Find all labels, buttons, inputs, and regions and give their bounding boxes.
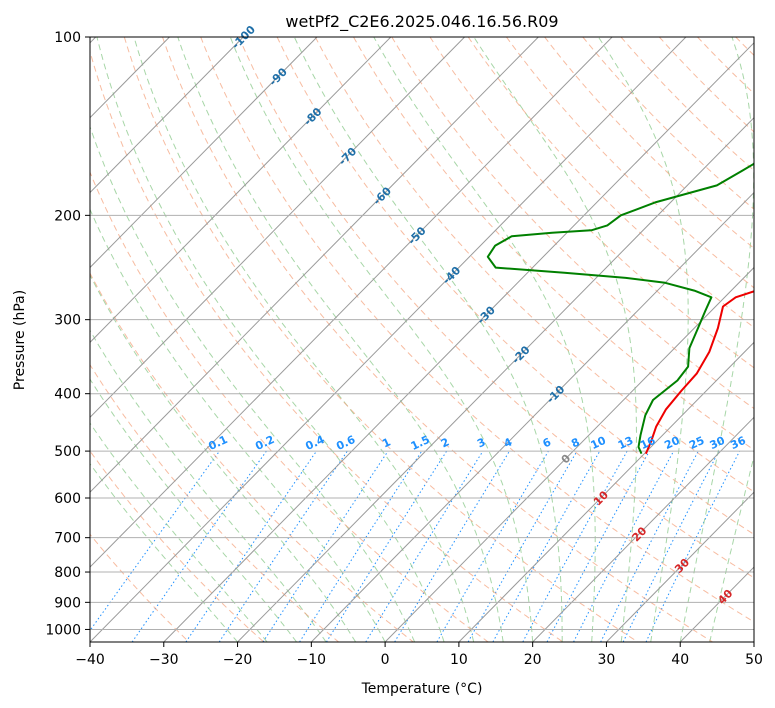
y-tick-label: 100 [54,30,81,46]
x-tick-label: −30 [149,652,179,668]
x-tick-label: −10 [297,652,327,668]
moist-adiabat [90,422,268,642]
temperature-line [644,290,754,455]
x-tick-label: −20 [223,652,253,668]
isotherm-line [310,191,754,642]
moist-adiabat [293,37,563,642]
mixing-ratio-line [90,450,220,632]
mixing-ratio-label: 30 [708,434,728,452]
y-tick-label: 600 [54,491,81,507]
y-tick-label: 400 [54,387,81,403]
plot-frame [89,36,755,643]
mixing-ratio-line [546,450,650,642]
dry-adiabat [238,37,754,579]
moist-adiabat [90,208,386,642]
isotherm-line [384,266,754,642]
dry-adiabat [200,37,754,623]
isotherm-line [90,37,318,269]
isotherm-line [90,37,392,344]
moist-adiabat [96,37,445,642]
mixing-ratio-line [365,450,484,642]
dry-adiabat [90,49,564,642]
x-axis-title: Temperature (°C) [361,681,483,697]
pressure-gridlines [90,37,754,630]
y-tick-label: 800 [54,565,81,581]
mixing-ratio-line [394,450,510,642]
x-tick-label: 20 [524,652,542,668]
mixing-ratio-line [622,450,720,642]
moist-adiabat [90,378,298,642]
moist-adiabat [90,462,238,642]
isotherm-line [237,116,754,642]
x-tick-label: −40 [75,652,105,668]
mixing-ratio-label: 10 [589,434,609,452]
mixing-ratio-label: 13 [616,434,635,452]
moist-adiabat [90,274,357,642]
y-axis-title: Pressure (hPa) [12,290,28,390]
x-tick-label: 30 [598,652,616,668]
moist-adiabat [229,37,534,642]
dry-adiabat [90,533,190,642]
isotherm-line [90,37,613,568]
x-tick-label: 40 [671,652,689,668]
dry-adiabat [314,37,754,493]
isotherm-line [90,37,539,493]
mixing-ratio-line [185,450,317,642]
dry-adiabat [467,37,754,329]
moist-adiabat [679,37,754,642]
isotherm-line [532,416,754,642]
dewpoint-line [486,162,754,455]
y-tick-label: 300 [54,313,81,329]
dry-adiabat [90,363,339,642]
dry-adiabat [276,37,754,536]
dry-adiabat [353,37,754,451]
chart-title: wetPf2_C2E6.2025.046.16.56.R09 [285,12,558,32]
mixing-ratio-label: 16 [638,434,658,452]
sounding-series [486,162,754,455]
mixing-ratio-line [299,450,423,642]
isotherm-line [90,37,244,194]
mixing-ratio-line [522,450,628,642]
dry-adiabat [123,37,639,642]
moist-adiabat [597,37,689,642]
axes: −40 −30 −20 −10 0 10 20 30 40 50 100 200 300 400 500 60… [45,30,763,668]
moist-adiabat [709,454,754,642]
isotherms [90,37,754,642]
moist-adiabat [133,37,475,642]
x-tick-label: 10 [450,652,468,668]
moist-adiabat [177,37,504,642]
x-tick-label: 0 [381,652,390,668]
dry-adiabats [90,37,754,642]
y-tick-label: 900 [54,595,81,611]
y-tick-label: 200 [54,208,81,224]
moist-adiabat [373,37,596,642]
mixing-ratio-line [262,450,389,642]
dry-adiabat [90,170,489,642]
y-tick-label: 700 [54,531,81,547]
y-tick-label: 1000 [45,622,81,638]
dry-adiabat [505,37,754,289]
mixing-ratio-line [325,450,448,642]
isotherm-line [458,341,754,642]
plot-area [90,37,754,642]
mixing-ratio-label: 20 [662,434,682,452]
mixing-ratio-line [218,450,348,642]
moist-adiabat [473,37,637,642]
y-tick-label: 500 [54,444,81,460]
mixing-ratio-label: 25 [687,434,706,452]
isotherm-line [606,491,754,642]
isotherm-line [163,42,754,642]
moist-adiabat [90,329,327,642]
dry-adiabat [90,450,265,642]
x-tick-label: 50 [745,652,763,668]
isotherm-line [90,37,687,642]
isotherm-line [90,37,465,419]
mixing-ratio-label: 36 [728,434,748,452]
mixing-ratio-line [645,450,741,642]
